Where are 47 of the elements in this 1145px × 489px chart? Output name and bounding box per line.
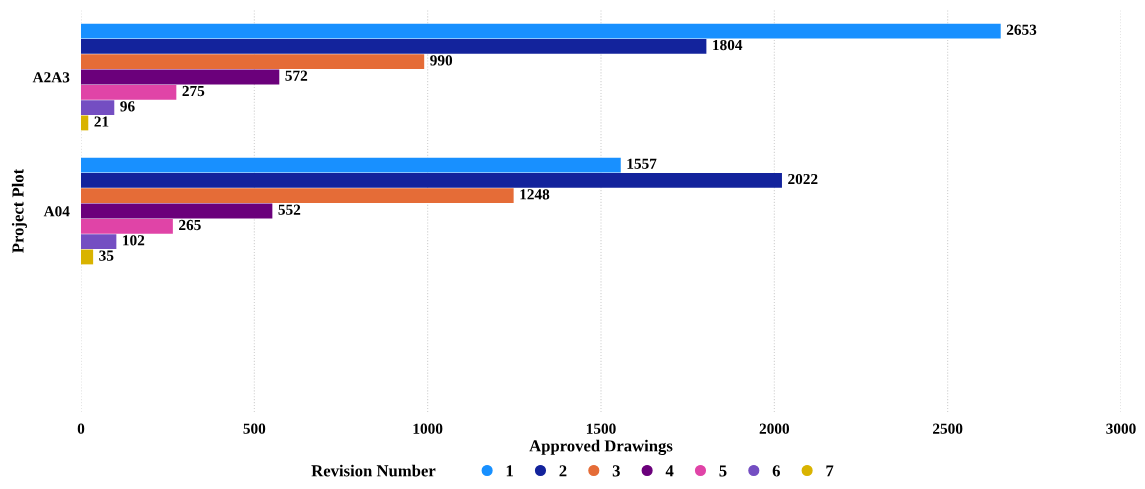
legend-label: 3 [612,465,620,477]
data-label: 2653 [1006,24,1037,35]
data-label: 96 [120,101,135,112]
bar [81,172,782,188]
data-label: 1804 [713,39,743,51]
bar [81,69,280,85]
bar [81,84,177,100]
bar [81,157,621,173]
data-label: 2022 [788,173,818,185]
data-label: 990 [430,55,453,66]
bar [81,115,89,131]
bar [81,23,1001,39]
data-label: 275 [182,85,205,97]
y-tick-label: A04 [43,206,70,217]
legend-label: 6 [772,465,780,477]
x-tick-label: 0 [77,423,85,434]
x-tick-label: 1500 [586,423,616,434]
x-tick-label: 2000 [759,423,790,434]
data-label: 35 [99,250,114,261]
legend-label: 1 [506,465,513,477]
x-tick-label: 3000 [1106,423,1136,434]
bar [81,203,273,219]
bar [81,249,94,265]
legend-title: Revision Number [311,464,436,477]
data-label: 1248 [520,189,550,200]
x-tick-label: 1000 [413,423,443,434]
bar [81,38,707,54]
x-tick-label: 2500 [933,423,963,434]
x-axis-title: Approved Drawings [529,439,673,455]
bar [81,234,117,250]
legend-label: 2 [559,465,567,477]
bar [81,218,173,234]
bar [81,54,425,70]
data-label: 265 [179,219,201,231]
legend-label: 5 [719,465,727,477]
data-label: 102 [123,235,145,246]
data-label: 552 [278,204,301,215]
bar [81,188,514,204]
y-axis-title: Project Plot [11,168,27,253]
data-label: 21 [94,116,109,127]
data-label: 572 [285,70,308,81]
legend-label: 7 [826,465,834,477]
y-tick-label: A2A3 [32,72,70,83]
data-label: 1557 [627,158,657,169]
x-tick-label: 500 [243,423,266,434]
legend-label: 4 [665,465,674,477]
bar [81,100,115,116]
